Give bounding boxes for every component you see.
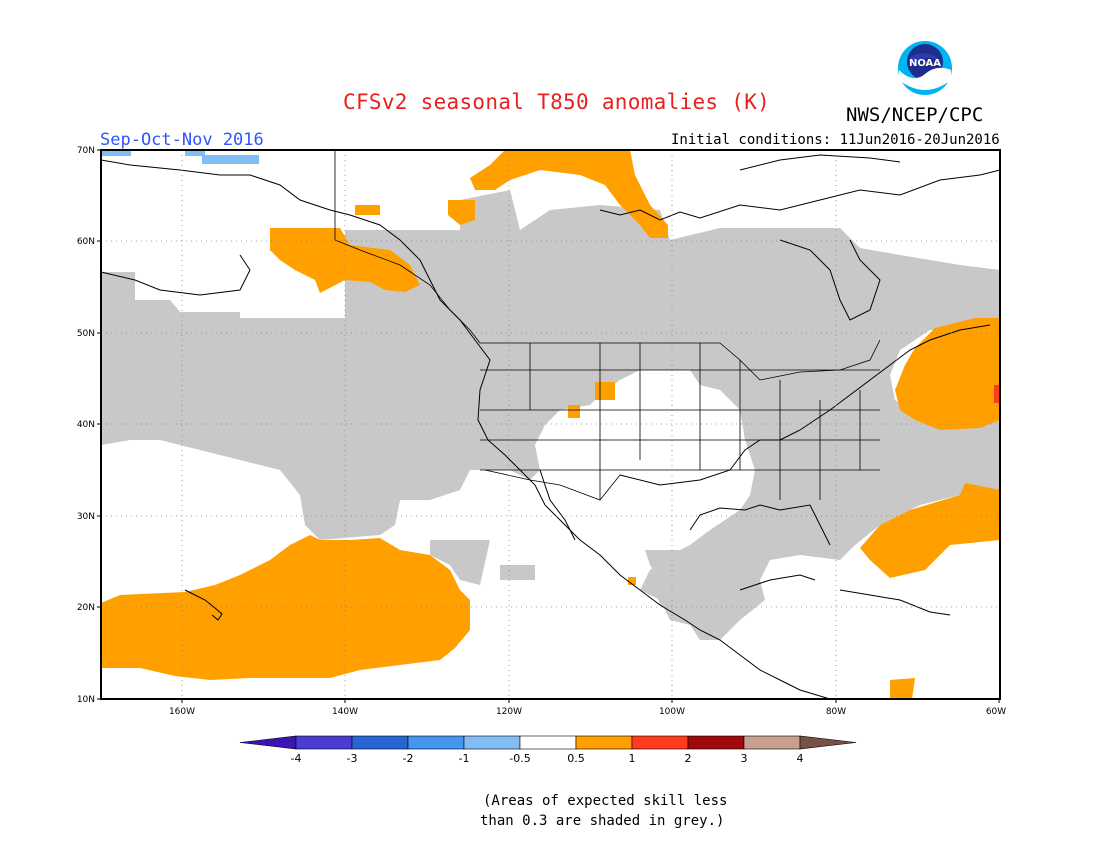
season-period: Sep-Oct-Nov 2016 [100,130,264,150]
chart-title: CFSv2 seasonal T850 anomalies (K) [343,90,771,114]
noaa-logo-text: NOAA [909,58,941,69]
color-bar-arrow-low [239,735,297,750]
lon-label: 140W [332,707,358,717]
political-boundaries [334,150,881,501]
skill-note-line1: (Areas of expected skill less [483,793,728,809]
color-bar-swatch [519,735,577,750]
lat-label: 20N [77,603,95,613]
color-bar-swatch [351,735,409,750]
lat-labels: 70N 60N 50N 40N 30N 20N 10N [77,146,95,705]
color-bar-swatch [463,735,521,750]
lat-ticks [97,149,101,700]
lat-label: 60N [77,237,95,247]
color-bar-arrow-high [799,735,857,750]
color-bar-label: 0.5 [567,752,585,765]
lon-label: 100W [659,707,685,717]
color-bar-label: -2 [403,752,414,765]
coastlines [100,154,1001,700]
strong-anomaly-patch [994,385,1000,403]
color-bar-label: -1 [459,752,470,765]
agency-label: NWS/NCEP/CPC [846,104,984,126]
lon-label: 80W [826,707,846,717]
positive-anomaly-regions [101,150,1000,699]
lat-label: 10N [77,695,95,705]
color-bar-label: -3 [347,752,358,765]
noaa-logo: NOAA [898,41,952,95]
lon-label: 160W [169,707,195,717]
color-bar-label: 1 [629,752,636,765]
color-bar-swatch [575,735,633,750]
lon-ticks [181,699,1000,703]
color-bar-swatch [743,735,801,750]
low-skill-regions [101,190,1000,640]
lat-label: 70N [77,146,95,156]
color-bar-swatch [295,735,353,750]
initial-conditions: Initial conditions: 11Jun2016-20Jun2016 [671,132,1000,148]
color-bar-swatches [239,735,857,750]
color-bar-labels: -4 -3 -2 -1 -0.5 0.5 1 2 3 4 [291,752,804,765]
color-bar-swatch [407,735,465,750]
skill-note-line2: than 0.3 are shaded in grey.) [480,813,725,829]
color-bar-label: 2 [685,752,692,765]
color-bar-label: 4 [797,752,804,765]
color-bar-swatch [631,735,689,750]
lon-labels: 160W 140W 120W 100W 80W 60W [169,707,1006,717]
negative-anomaly-regions [101,150,259,164]
lat-label: 50N [77,329,95,339]
lat-label: 30N [77,512,95,522]
color-bar-label: -0.5 [509,752,530,765]
color-bar-label: -4 [291,752,302,765]
color-bar-swatch [687,735,745,750]
color-bar-label: 3 [741,752,748,765]
lon-label: 120W [496,707,522,717]
lat-label: 40N [77,420,95,430]
lon-label: 60W [986,707,1006,717]
